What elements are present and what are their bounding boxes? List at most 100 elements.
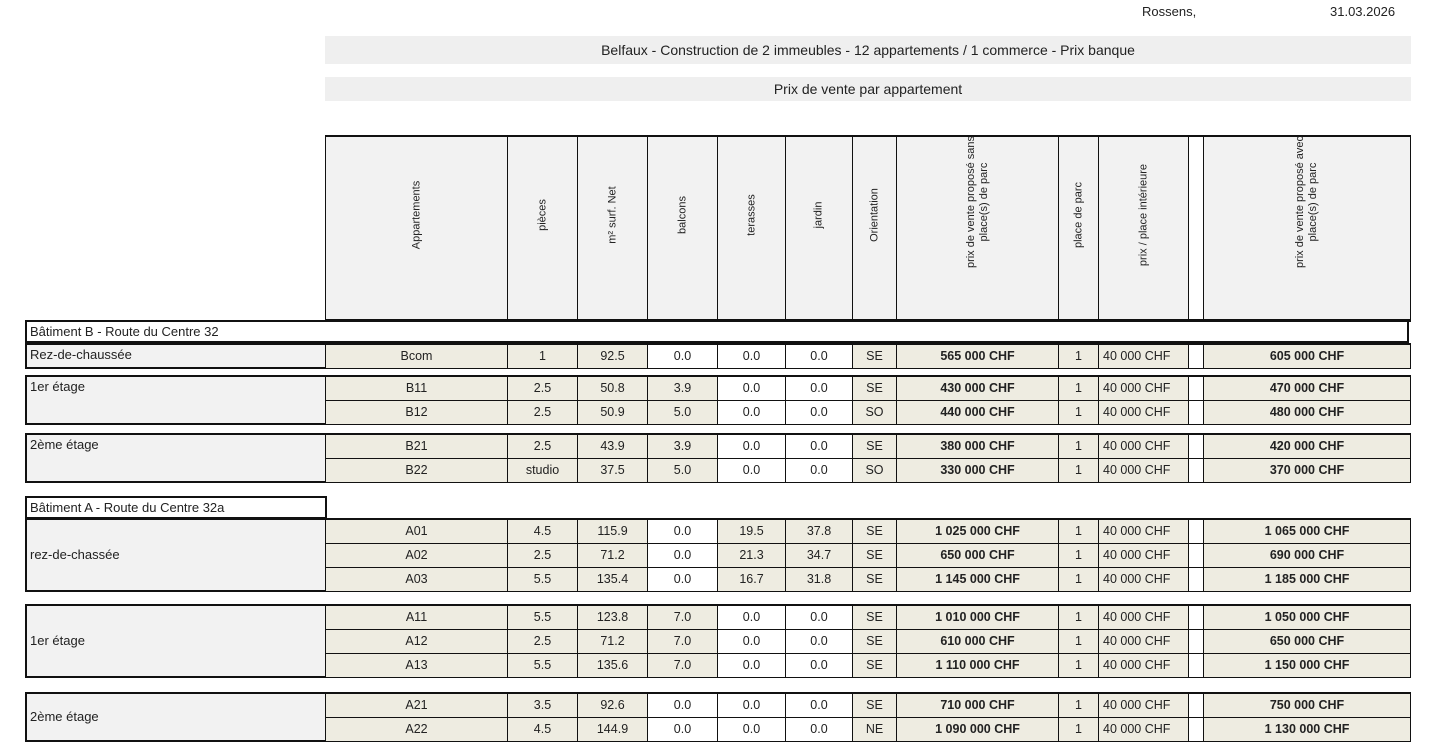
table-cell: 1 150 000 CHF [1203, 653, 1411, 678]
column-header-label: Appartements [410, 180, 422, 250]
table-cell: 650 000 CHF [1203, 629, 1411, 654]
table-cell: 34.7 [785, 543, 853, 568]
table-cell: 4.5 [507, 717, 578, 742]
table-cell: 0.0 [717, 400, 786, 425]
table-cell: 440 000 CHF [896, 400, 1059, 425]
table-cell: 2.5 [507, 376, 578, 401]
spacer-cell [1188, 434, 1204, 459]
table-cell: 3.5 [507, 693, 578, 718]
table-cell: SE [852, 693, 897, 718]
table-cell: 50.9 [577, 400, 648, 425]
table-cell: 0.0 [647, 717, 718, 742]
table-cell: 1 [1058, 693, 1099, 718]
spacer-cell [1188, 458, 1204, 483]
table-cell: 40 000 CHF [1098, 605, 1189, 630]
table-cell: 1 [1058, 434, 1099, 459]
column-header-label: jardin [812, 201, 825, 229]
table-cell: SO [852, 400, 897, 425]
table-cell: 1 [1058, 519, 1099, 544]
column-header-label: prix / place intérieure [1137, 163, 1149, 267]
table-cell: 0.0 [785, 344, 853, 369]
table-cell: 40 000 CHF [1098, 376, 1189, 401]
table-cell: 0.0 [647, 344, 718, 369]
table-cell: 1 [1058, 605, 1099, 630]
table-cell: 0.0 [785, 717, 853, 742]
table-cell: 40 000 CHF [1098, 519, 1189, 544]
table-cell: SE [852, 376, 897, 401]
table-cell: SO [852, 458, 897, 483]
column-header-label: balcons [676, 196, 688, 234]
table-cell: 2.5 [507, 400, 578, 425]
column-header-label: pièces [536, 199, 548, 231]
table-cell: 370 000 CHF [1203, 458, 1411, 483]
table-cell: 0.0 [717, 605, 786, 630]
spacer-cell [1188, 629, 1204, 654]
table-cell: 650 000 CHF [896, 543, 1059, 568]
table-cell: 0.0 [785, 400, 853, 425]
table-cell: 3.9 [647, 434, 718, 459]
table-cell: 0.0 [717, 344, 786, 369]
table-cell: 37.5 [577, 458, 648, 483]
header-place: Rossens, [1142, 4, 1197, 19]
table-cell: SE [852, 344, 897, 369]
table-cell: 0.0 [785, 376, 853, 401]
document-title: Belfaux - Construction de 2 immeubles - … [325, 36, 1411, 64]
column-header: Appartements [325, 136, 508, 320]
table-cell: NE [852, 717, 897, 742]
column-header [1188, 136, 1204, 320]
table-cell: 610 000 CHF [896, 629, 1059, 654]
spacer-cell [1188, 400, 1204, 425]
table-cell: 2.5 [507, 543, 578, 568]
table-cell: 750 000 CHF [1203, 693, 1411, 718]
column-header-label: Orientation [868, 188, 880, 242]
table-cell: B12 [325, 400, 508, 425]
spacer-cell [1188, 567, 1204, 592]
table-cell: 0.0 [647, 519, 718, 544]
table-cell: A22 [325, 717, 508, 742]
table-cell: 0.0 [717, 376, 786, 401]
table-cell: 1 110 000 CHF [896, 653, 1059, 678]
table-cell: 470 000 CHF [1203, 376, 1411, 401]
table-cell: 123.8 [577, 605, 648, 630]
table-cell: A11 [325, 605, 508, 630]
table-cell: 31.8 [785, 567, 853, 592]
building-title: Bâtiment B - Route du Centre 32 [25, 320, 327, 343]
table-cell: A13 [325, 653, 508, 678]
table-cell: 1 [1058, 458, 1099, 483]
table-cell: 0.0 [647, 567, 718, 592]
column-header-label: m² surf. Net [606, 186, 618, 244]
spacer-cell [1188, 693, 1204, 718]
building-title: Bâtiment A - Route du Centre 32a [25, 496, 327, 519]
column-header-label: prix de vente proposé sans place(s) de p… [964, 135, 990, 269]
table-cell: 40 000 CHF [1098, 653, 1189, 678]
table-cell: 0.0 [717, 458, 786, 483]
column-header: prix de vente proposé avec place(s) de p… [1203, 136, 1411, 320]
spacer-cell [1188, 519, 1204, 544]
column-header: prix de vente proposé sans place(s) de p… [896, 136, 1059, 320]
table-cell: 480 000 CHF [1203, 400, 1411, 425]
floor-label: 1er étage [25, 375, 327, 425]
table-cell: SE [852, 629, 897, 654]
table-cell: 1 090 000 CHF [896, 717, 1059, 742]
table-cell: SE [852, 567, 897, 592]
column-header: place de parc [1058, 136, 1099, 320]
table-cell: 5.5 [507, 653, 578, 678]
table-cell: B21 [325, 434, 508, 459]
column-header: terasses [717, 136, 786, 320]
floor-label: rez-de-chassée [25, 518, 327, 592]
table-cell: 7.0 [647, 629, 718, 654]
table-cell: 380 000 CHF [896, 434, 1059, 459]
table-cell: 0.0 [717, 629, 786, 654]
table-cell: 21.3 [717, 543, 786, 568]
table-cell: 135.4 [577, 567, 648, 592]
table-cell: 71.2 [577, 543, 648, 568]
table-cell: Bcom [325, 344, 508, 369]
table-cell: A02 [325, 543, 508, 568]
table-cell: 1 065 000 CHF [1203, 519, 1411, 544]
table-cell: 0.0 [717, 717, 786, 742]
table-cell: 0.0 [647, 693, 718, 718]
table-cell: 1 [1058, 400, 1099, 425]
table-cell: 40 000 CHF [1098, 434, 1189, 459]
table-cell: 420 000 CHF [1203, 434, 1411, 459]
table-cell: 1 [1058, 344, 1099, 369]
